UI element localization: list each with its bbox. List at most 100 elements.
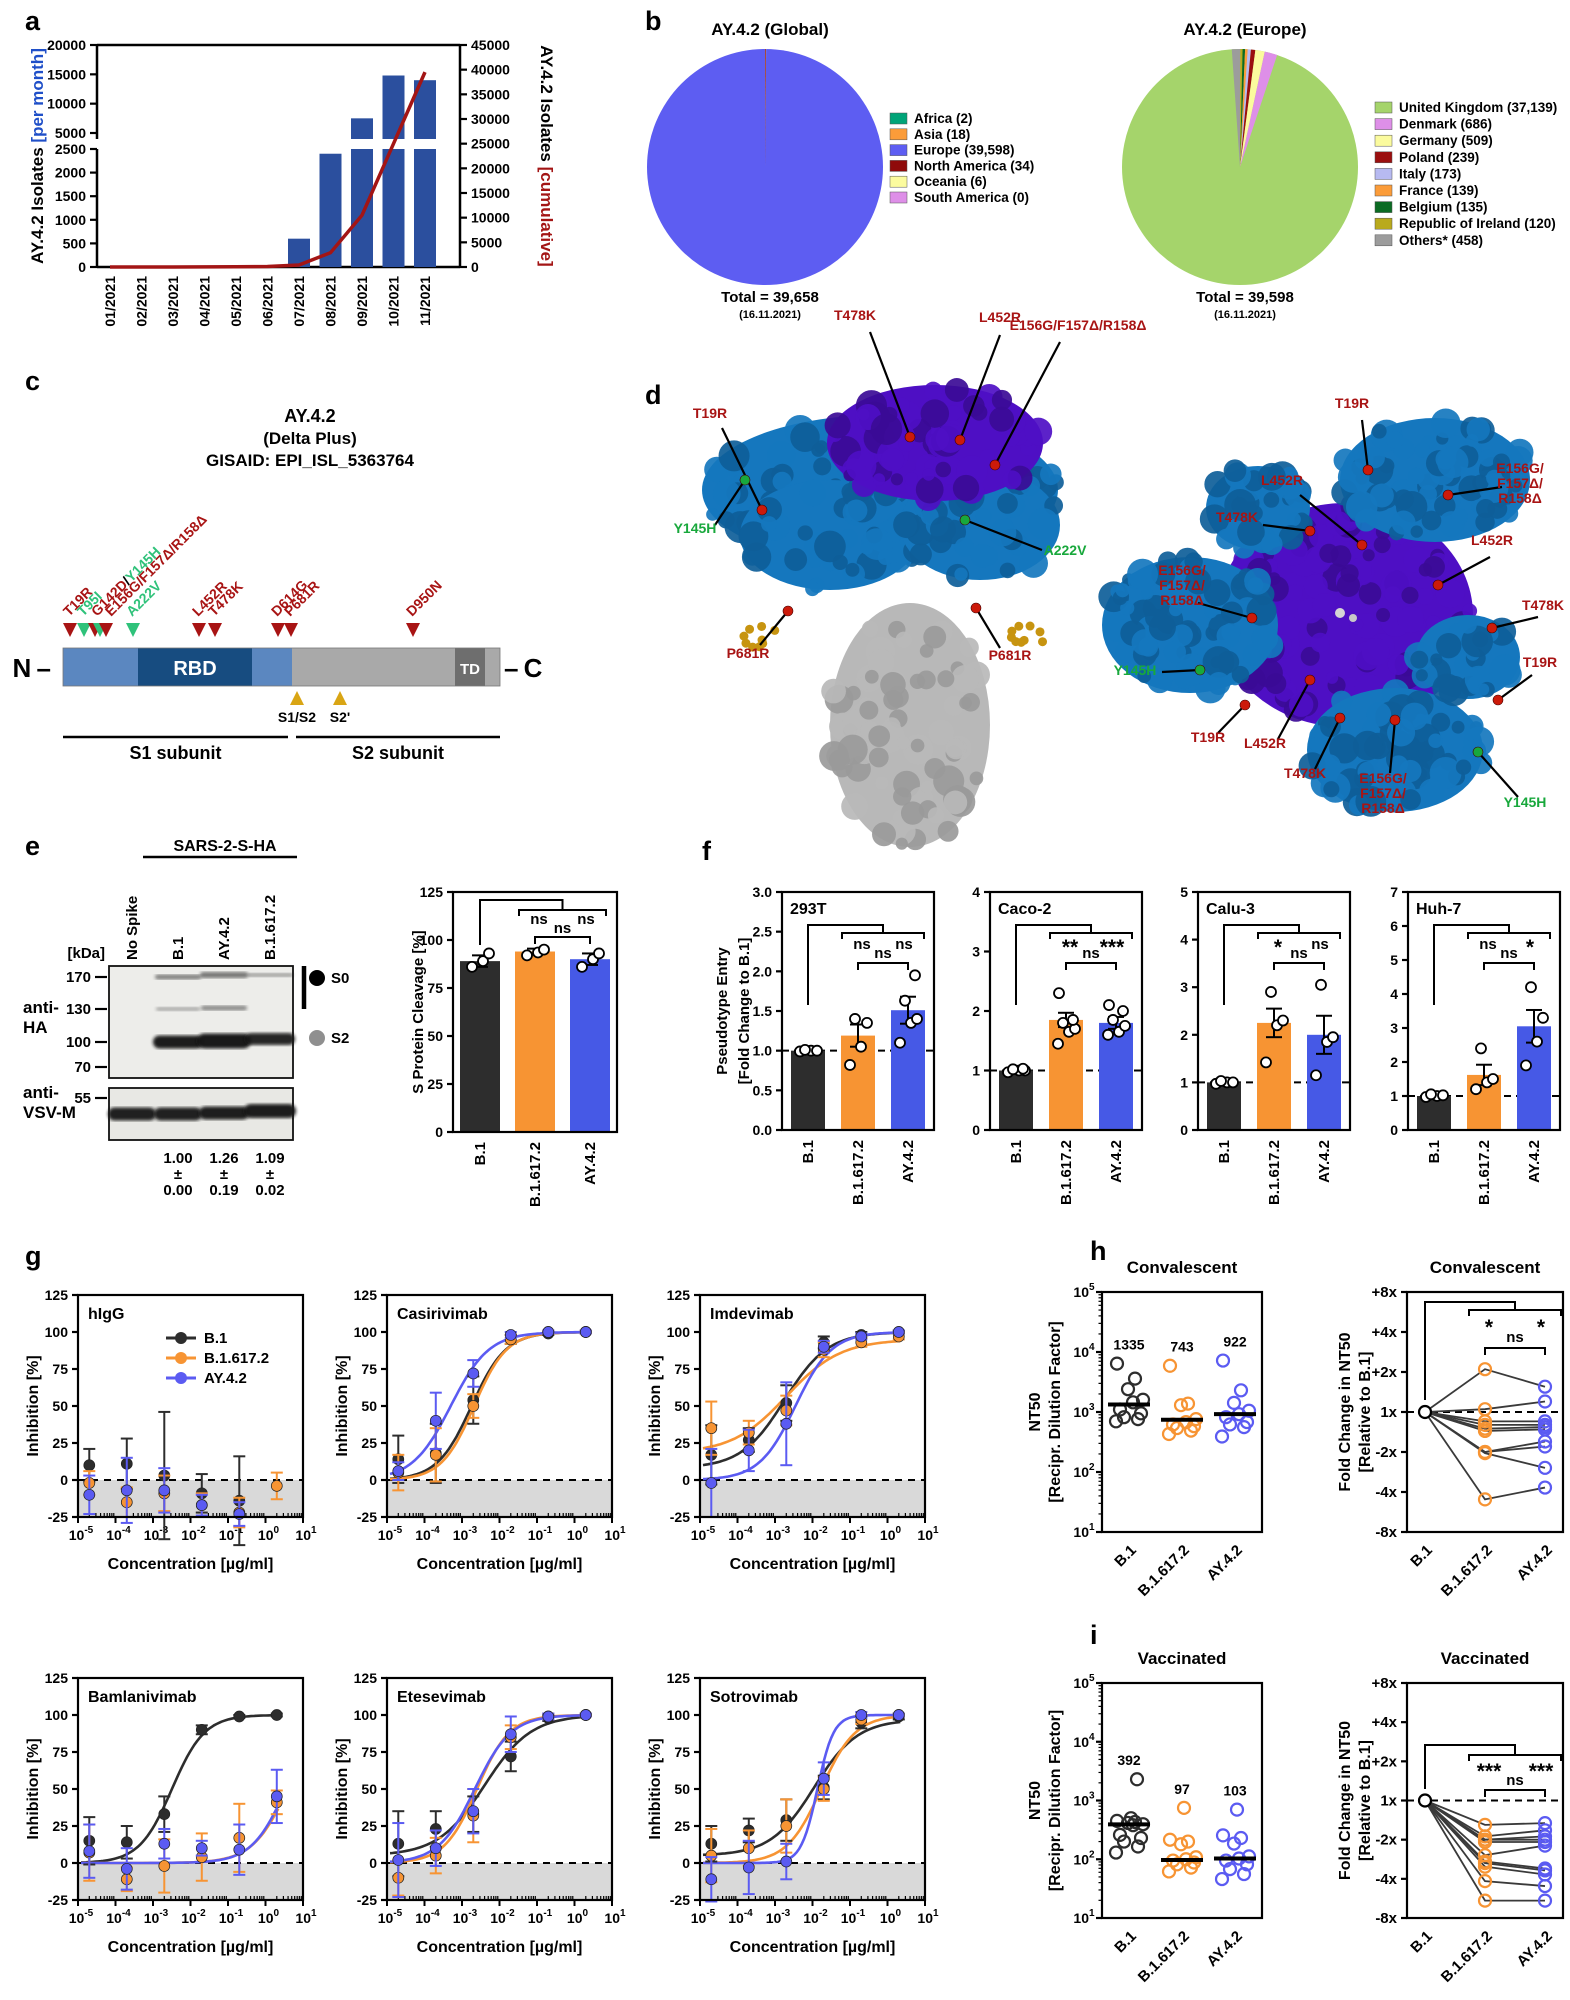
svg-text:10-5: 10-5 <box>691 1525 716 1543</box>
svg-text:T19R: T19R <box>1335 395 1369 411</box>
svg-text:0.5: 0.5 <box>753 1082 773 1098</box>
svg-text:ns: ns <box>1082 945 1100 962</box>
svg-text:03/2021: 03/2021 <box>165 276 181 327</box>
svg-text:VSV-M: VSV-M <box>23 1103 76 1122</box>
svg-text:4: 4 <box>1180 932 1188 948</box>
svg-text:S2: S2 <box>331 1030 349 1047</box>
svg-text:75: 75 <box>427 980 443 996</box>
svg-text:100: 100 <box>880 1908 902 1926</box>
svg-text:922: 922 <box>1223 1334 1247 1350</box>
svg-text:09/2021: 09/2021 <box>354 276 370 327</box>
svg-text:75: 75 <box>674 1744 690 1760</box>
svg-text:75: 75 <box>361 1744 377 1760</box>
svg-text:(16.11.2021): (16.11.2021) <box>1214 309 1276 321</box>
svg-text:S2 subunit: S2 subunit <box>352 743 444 763</box>
f-ylabel2: [Fold Change to B.1] <box>736 938 753 1085</box>
svg-text:Poland (239): Poland (239) <box>1399 150 1479 165</box>
svg-text:[Fold Change to B.1]: [Fold Change to B.1] <box>736 938 753 1085</box>
svg-text:10000: 10000 <box>47 96 86 112</box>
svg-text:100: 100 <box>258 1908 280 1926</box>
svg-text:3: 3 <box>1180 979 1188 995</box>
svg-text:10-2: 10-2 <box>490 1525 515 1543</box>
svg-text:-8x: -8x <box>1375 1910 1397 1927</box>
month-labels: 01/2021 02/2021 03/2021 04/2021 05/2021 06/20… <box>102 276 433 327</box>
svg-text:Others* (458): Others* (458) <box>1399 233 1483 248</box>
svg-text:0: 0 <box>682 1855 690 1871</box>
western-blot: SARS-2-S-HA No Spike B.1 AY.4.2 B.1.617.2 [kD… <box>23 838 349 1199</box>
svg-text:10-4: 10-4 <box>728 1525 753 1543</box>
svg-text:0: 0 <box>369 1855 377 1871</box>
svg-text:101: 101 <box>604 1908 626 1926</box>
panel-a-epidemiology-chart: 0500100015002000250050001000015000200000… <box>28 37 556 327</box>
svg-text:97: 97 <box>1174 1781 1190 1797</box>
svg-text:AY.4.2: AY.4.2 <box>1514 1542 1556 1584</box>
svg-text:T478K: T478K <box>1522 597 1564 613</box>
svg-text:B.1: B.1 <box>1426 1140 1443 1163</box>
svg-text:– C: – C <box>504 653 543 683</box>
svg-text:25000: 25000 <box>471 136 510 152</box>
svg-text:Concentration [µg/ml]: Concentration [µg/ml] <box>417 1556 583 1573</box>
svg-text:North America (34): North America (34) <box>914 158 1034 173</box>
svg-text:Vaccinated: Vaccinated <box>1138 1649 1227 1668</box>
svg-text:25: 25 <box>427 1076 443 1092</box>
svg-text:104: 104 <box>1073 1732 1095 1750</box>
svg-text:1000: 1000 <box>55 212 86 228</box>
svg-text:0.02: 0.02 <box>255 1182 284 1199</box>
svg-text:-25: -25 <box>48 1509 68 1525</box>
pie-legend-pie_europe: United Kingdom (37,139) Denmark (686)Germ… <box>1374 100 1557 248</box>
svg-text:Inhibition [%]: Inhibition [%] <box>334 1355 351 1456</box>
svg-text:100: 100 <box>567 1525 589 1543</box>
svg-text:ns: ns <box>1506 1329 1524 1346</box>
svg-text:ns: ns <box>577 911 595 928</box>
svg-text:125: 125 <box>45 1287 69 1303</box>
svg-text:0: 0 <box>60 1855 68 1871</box>
svg-text:1: 1 <box>1180 1074 1188 1090</box>
svg-text:125: 125 <box>354 1287 378 1303</box>
svg-text:Fold Change in NT50: Fold Change in NT50 <box>1337 1332 1354 1491</box>
panel-label-g: g <box>25 1241 42 1271</box>
svg-text:S1 subunit: S1 subunit <box>129 743 221 763</box>
svg-text:±: ± <box>174 1166 182 1183</box>
svg-text:100: 100 <box>354 1324 378 1340</box>
svg-text:05/2021: 05/2021 <box>228 276 244 327</box>
svg-text:10-4: 10-4 <box>415 1908 440 1926</box>
svg-text:United Kingdom (37,139): United Kingdom (37,139) <box>1399 100 1557 115</box>
panel-c-spike-schematic: AY.4.2 (Delta Plus) GISAID: EPI_ISL_536376… <box>13 406 543 763</box>
svg-text:10-3: 10-3 <box>766 1908 791 1926</box>
svg-text:-25: -25 <box>48 1892 68 1908</box>
svg-text:20000: 20000 <box>471 160 510 176</box>
svg-text:Convalescent: Convalescent <box>1430 1258 1541 1277</box>
svg-text:10-3: 10-3 <box>453 1525 478 1543</box>
svg-text:1335: 1335 <box>1113 1337 1144 1353</box>
svg-text:AY.4.2: AY.4.2 <box>1526 1140 1543 1183</box>
scatter-nt50_vacc: Vaccinated 101 102 103 104 105 392 97 103 B.1B.1.… <box>1027 1649 1264 1986</box>
svg-text:Total = 39,658: Total = 39,658 <box>721 289 819 306</box>
x-labels: B.1 B.1.617.2 AY.4.2 <box>1426 1140 1543 1205</box>
svg-text:125: 125 <box>45 1670 69 1686</box>
svg-text:103: 103 <box>1073 1402 1095 1420</box>
svg-text:0: 0 <box>435 1124 443 1140</box>
svg-text:100: 100 <box>667 1324 691 1340</box>
svg-text:1.26: 1.26 <box>209 1150 238 1167</box>
svg-text:B.1: B.1 <box>170 937 187 960</box>
svg-text:125: 125 <box>667 1287 691 1303</box>
svg-text:P681R: P681R <box>727 645 770 661</box>
svg-text:45000: 45000 <box>471 37 510 53</box>
svg-text:2.0: 2.0 <box>753 963 773 979</box>
svg-text:25: 25 <box>674 1818 690 1834</box>
bar-chart-huh7: Huh-7 0 1 2 3 4 5 6 7 ns * ns B.1 B.1.617.2 AY.4.2 <box>1390 884 1562 1205</box>
svg-text:Sotrovimab: Sotrovimab <box>710 1689 798 1706</box>
svg-text:40000: 40000 <box>471 62 510 78</box>
svg-text:100: 100 <box>880 1525 902 1543</box>
svg-text:75: 75 <box>361 1361 377 1377</box>
svg-text:Y145H: Y145H <box>1114 662 1157 678</box>
svg-text:±: ± <box>266 1166 274 1183</box>
svg-text:105: 105 <box>1073 1673 1095 1691</box>
svg-text:B.1.617.2: B.1.617.2 <box>1135 1542 1193 1600</box>
svg-text:AY.4.2 Isolates [cumulative]: AY.4.2 Isolates [cumulative] <box>537 45 556 266</box>
f-ylabel: Pseudotype Entry <box>714 947 731 1075</box>
svg-text:10-3: 10-3 <box>453 1908 478 1926</box>
